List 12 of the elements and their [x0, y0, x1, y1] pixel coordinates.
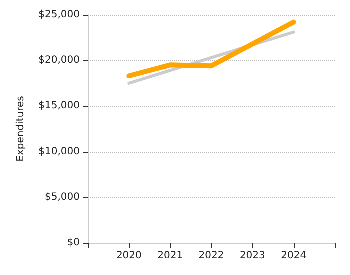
x-tick-label: 2021	[158, 250, 184, 262]
y-tick-label: $10,000	[38, 146, 80, 158]
y-tick-label: $5,000	[45, 192, 80, 203]
x-tick-label: 2023	[240, 250, 266, 262]
y-tick-label: $15,000	[38, 100, 80, 112]
y-axis-title: Expenditures	[16, 96, 26, 162]
x-tick-label: 2020	[116, 250, 142, 262]
x-tick-label: 2022	[198, 250, 224, 262]
y-tick-label: $0	[67, 238, 80, 248]
x-tick-label: 2024	[281, 250, 307, 262]
y-tick-label: $20,000	[38, 55, 80, 66]
y-tick-label: $25,000	[38, 10, 80, 20]
